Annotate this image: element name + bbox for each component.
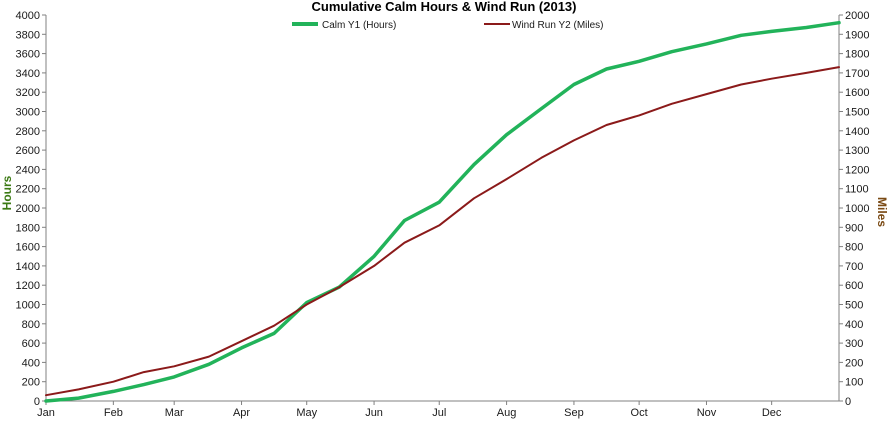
y1-tick-label: 2200	[16, 184, 40, 196]
y1-tick-label: 3000	[16, 107, 40, 119]
y1-tick-label: 1400	[16, 261, 40, 273]
x-tick-label: May	[296, 407, 317, 419]
y2-tick-label: 1900	[845, 29, 869, 41]
y2-tick-label: 800	[845, 242, 863, 254]
y2-tick-label: 700	[845, 261, 863, 273]
x-tick-label: Apr	[233, 407, 250, 419]
y1-tick-label: 2600	[16, 145, 40, 157]
x-tick-label: Nov	[697, 407, 717, 419]
y1-tick-label: 2400	[16, 164, 40, 176]
series-line-calm	[44, 20, 841, 403]
y2-tick-label: 500	[845, 300, 863, 312]
y2-axis-title: Miles	[875, 197, 889, 227]
x-tick-label: Sep	[564, 407, 584, 419]
chart-title: Cumulative Calm Hours & Wind Run (2013)	[312, 0, 577, 14]
y1-tick-label: 400	[22, 357, 40, 369]
x-tick-label: Dec	[762, 407, 782, 419]
y2-tick-label: 200	[845, 357, 863, 369]
y2-tick-label: 1000	[845, 203, 869, 215]
axes	[42, 14, 843, 405]
y2-tick-label: 1700	[845, 68, 869, 80]
x-tick-label: Mar	[165, 407, 184, 419]
series-lines	[44, 20, 841, 403]
y2-tick-label: 1400	[845, 126, 869, 138]
x-tick-label: Jun	[365, 407, 383, 419]
y2-tick-label: 400	[845, 319, 863, 331]
y2-tick-label: 0	[845, 396, 851, 408]
y2-tick-label: 1500	[845, 107, 869, 119]
y1-tick-label: 800	[22, 319, 40, 331]
y1-tick-label: 1600	[16, 242, 40, 254]
x-tick-label: Feb	[104, 407, 123, 419]
y1-tick-label: 3400	[16, 68, 40, 80]
x-tick-label: Jan	[37, 407, 55, 419]
series-line-wind-run	[45, 66, 840, 397]
y1-axis-title: Hours	[0, 175, 14, 210]
y1-tick-label: 2800	[16, 126, 40, 138]
y2-tick-label: 1100	[845, 184, 869, 196]
legend-calm-label: Calm Y1 (Hours)	[322, 20, 396, 31]
y2-tick-label: 1300	[845, 145, 869, 157]
y1-tick-label: 0	[34, 396, 40, 408]
y2-tick-label: 100	[845, 377, 863, 389]
y2-tick-label: 2000	[845, 10, 869, 22]
y2-tick-label: 1200	[845, 164, 869, 176]
y2-tick-label: 1800	[845, 49, 869, 61]
y2-tick-label: 900	[845, 222, 863, 234]
x-tick-label: Oct	[631, 407, 648, 419]
y2-tick-label: 300	[845, 338, 863, 350]
x-tick-label: Jul	[432, 407, 446, 419]
y1-tick-label: 2000	[16, 203, 40, 215]
legend: Calm Y1 (Hours) Wind Run Y2 (Miles)	[292, 20, 604, 31]
y1-tick-label: 1200	[16, 280, 40, 292]
y1-tick-label: 200	[22, 377, 40, 389]
y1-tick-label: 600	[22, 338, 40, 350]
y1-tick-label: 3200	[16, 87, 40, 99]
y1-tick-label: 3800	[16, 29, 40, 41]
y2-tick-label: 600	[845, 280, 863, 292]
y1-tick-label: 4000	[16, 10, 40, 22]
y1-tick-label: 1800	[16, 222, 40, 234]
y1-tick-label: 1000	[16, 300, 40, 312]
y2-tick-label: 1600	[845, 87, 869, 99]
tick-labels: 0200400600800100012001400160018002000220…	[16, 10, 870, 419]
x-tick-label: Aug	[497, 407, 517, 419]
legend-wind-label: Wind Run Y2 (Miles)	[512, 20, 604, 31]
y1-tick-label: 3600	[16, 49, 40, 61]
